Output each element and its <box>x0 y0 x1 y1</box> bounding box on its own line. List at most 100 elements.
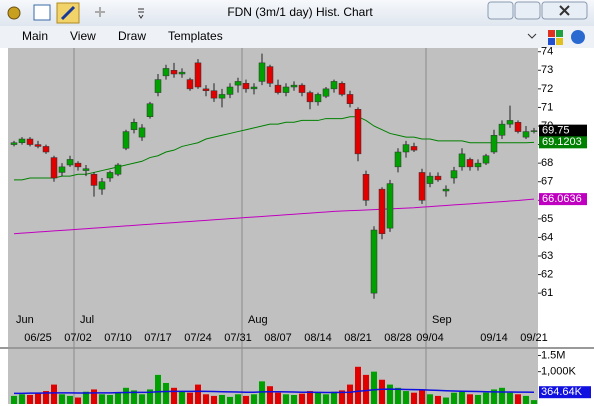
candle-body <box>410 146 418 151</box>
volume-bar <box>99 394 105 404</box>
candle-body <box>42 146 50 153</box>
candle-body <box>386 183 394 229</box>
volume-bar <box>59 394 65 404</box>
candle-body <box>26 138 34 145</box>
volume-bar <box>507 392 513 404</box>
candle-body <box>306 92 314 103</box>
candle-body <box>130 122 138 130</box>
candle-body <box>146 103 154 117</box>
window-title: FDN (3m/1 day) Hist. Chart <box>227 5 373 19</box>
menu-item[interactable]: Templates <box>168 29 223 43</box>
candle-body <box>210 90 218 99</box>
x-tick-label: 06/25 <box>24 332 52 344</box>
candle-body <box>514 122 522 132</box>
volume-bar <box>11 395 17 404</box>
candle-body <box>338 83 346 95</box>
candle-body <box>354 109 362 155</box>
x-tick-label: 09/21 <box>520 332 548 344</box>
moving-average <box>14 116 535 181</box>
candle-body <box>186 79 194 90</box>
volume-bar <box>235 394 241 404</box>
x-tick-label: 09/04 <box>416 332 444 344</box>
volume-bar <box>499 387 505 404</box>
volume-bar <box>515 394 521 404</box>
layout-icon <box>556 30 563 37</box>
volume-bar <box>483 392 489 404</box>
candle-body <box>450 170 458 179</box>
candle-body <box>194 62 202 88</box>
x-tick-label: 07/24 <box>184 332 212 344</box>
candle-body <box>402 144 410 153</box>
candle-body <box>314 94 322 103</box>
candle-body <box>442 188 450 192</box>
volume-bar <box>355 366 361 404</box>
volume-bar <box>219 394 225 404</box>
x-tick-label: 08/07 <box>264 332 292 344</box>
volume-bar <box>67 395 73 404</box>
crosshair-icon[interactable] <box>95 7 105 17</box>
volume-bar <box>123 387 129 404</box>
maximize-button[interactable] <box>514 1 541 20</box>
layout-icon[interactable] <box>548 30 555 37</box>
volume-bar <box>275 392 281 404</box>
y-tick-label: 71 <box>541 101 553 113</box>
y-tick-label: 63 <box>541 250 553 262</box>
volume-bar <box>491 389 497 404</box>
price-panel <box>8 48 538 347</box>
minimize-button[interactable] <box>487 1 514 20</box>
volume-bar <box>307 391 313 404</box>
volume-bar <box>339 390 345 404</box>
volume-bar <box>379 379 385 404</box>
volume-bar <box>107 394 113 404</box>
volume-bar <box>419 389 425 404</box>
candle-body <box>466 159 474 168</box>
volume-box-label: 364.64K <box>541 386 583 398</box>
volume-bar <box>443 397 449 404</box>
volume-bar <box>283 394 289 404</box>
x-tick-label: 09/14 <box>480 332 508 344</box>
candle-body <box>122 131 130 149</box>
candle-body <box>98 181 106 190</box>
app-icon[interactable] <box>7 6 21 20</box>
layout-icon <box>556 38 563 45</box>
volume-bar <box>267 386 273 404</box>
candle-body <box>18 138 26 143</box>
more-icon[interactable] <box>138 8 144 19</box>
candle-body <box>226 86 234 95</box>
menu-bar <box>0 26 594 48</box>
menu-item[interactable]: View <box>70 29 96 43</box>
candle-body <box>178 71 186 75</box>
volume-bar <box>227 396 233 404</box>
volume-bar <box>395 387 401 404</box>
candle-body <box>162 68 170 77</box>
volume-bar <box>411 392 417 404</box>
volume-bar <box>83 391 89 404</box>
volume-bar <box>475 394 481 404</box>
candle-body <box>498 123 506 136</box>
candle-body <box>426 175 434 184</box>
y-tick-label: 62 <box>541 268 553 280</box>
y-tick-label: 74 <box>541 46 553 58</box>
menu-item[interactable]: Draw <box>118 29 146 43</box>
x-tick-label: 08/28 <box>384 332 412 344</box>
menu-item[interactable]: Main <box>22 29 48 43</box>
volume-bar <box>291 394 297 404</box>
candle-body <box>474 162 482 168</box>
y-tick-label: 1.5M <box>541 349 565 361</box>
price-box-label: 66.0636 <box>542 193 582 205</box>
candle-body <box>530 130 538 132</box>
volume-bar <box>363 374 369 404</box>
y-tick-label: 64 <box>541 231 553 243</box>
collapse-icon[interactable] <box>527 33 537 39</box>
candle-body <box>290 84 298 88</box>
help-icon[interactable] <box>571 30 585 44</box>
volume-bar <box>299 393 305 404</box>
volume-bar <box>19 394 25 404</box>
candle-body <box>82 168 90 171</box>
candle-body <box>418 172 426 201</box>
volume-bar <box>131 390 137 404</box>
volume-bar <box>179 391 185 404</box>
table-icon[interactable] <box>33 4 51 21</box>
month-label: Jun <box>16 314 34 326</box>
